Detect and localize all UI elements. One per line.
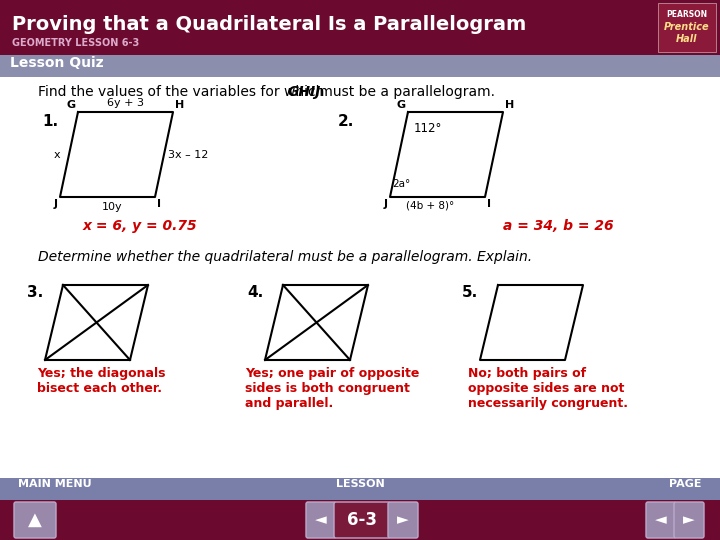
Text: ►: ► <box>683 512 695 528</box>
Text: Find the values of the variables for which: Find the values of the variables for whi… <box>38 85 329 99</box>
FancyBboxPatch shape <box>0 478 720 500</box>
FancyBboxPatch shape <box>306 502 336 538</box>
Text: 112°: 112° <box>414 122 442 135</box>
Text: PAGE: PAGE <box>670 479 702 489</box>
Text: G: G <box>67 100 76 110</box>
Text: Lesson Quiz: Lesson Quiz <box>10 56 104 70</box>
FancyBboxPatch shape <box>14 502 56 538</box>
Text: x = 6, y = 0.75: x = 6, y = 0.75 <box>83 219 197 233</box>
Text: I: I <box>157 199 161 209</box>
Text: 4.: 4. <box>247 285 264 300</box>
Text: Yes; the diagonals
bisect each other.: Yes; the diagonals bisect each other. <box>37 367 166 395</box>
Text: x: x <box>54 150 60 159</box>
Text: LESSON: LESSON <box>336 479 384 489</box>
FancyBboxPatch shape <box>646 502 676 538</box>
Text: 10y: 10y <box>102 202 123 212</box>
Text: Proving that a Quadrilateral Is a Parallelogram: Proving that a Quadrilateral Is a Parall… <box>12 15 526 34</box>
FancyBboxPatch shape <box>0 55 720 77</box>
Text: 3.: 3. <box>27 285 43 300</box>
Text: 6-3: 6-3 <box>347 511 377 529</box>
Text: Hall: Hall <box>676 34 698 44</box>
Text: G: G <box>397 100 406 110</box>
FancyBboxPatch shape <box>0 500 720 540</box>
Text: 2.: 2. <box>338 114 354 129</box>
Text: must be a parallelogram.: must be a parallelogram. <box>315 85 495 99</box>
Text: ▲: ▲ <box>28 511 42 529</box>
Text: Yes; one pair of opposite
sides is both congruent
and parallel.: Yes; one pair of opposite sides is both … <box>245 367 419 410</box>
Text: No; both pairs of
opposite sides are not
necessarily congruent.: No; both pairs of opposite sides are not… <box>468 367 628 410</box>
Text: H: H <box>505 100 514 110</box>
Text: 3x – 12: 3x – 12 <box>168 150 208 159</box>
Text: (4b + 8)°: (4b + 8)° <box>406 200 454 210</box>
Text: a = 34, b = 26: a = 34, b = 26 <box>503 219 613 233</box>
Text: I: I <box>487 199 491 209</box>
Text: ►: ► <box>397 512 409 528</box>
FancyBboxPatch shape <box>674 502 704 538</box>
Text: 6y + 3: 6y + 3 <box>107 98 144 108</box>
Text: PEARSON: PEARSON <box>667 10 708 19</box>
Text: ◄: ◄ <box>315 512 327 528</box>
FancyBboxPatch shape <box>658 3 716 52</box>
Text: 1.: 1. <box>42 114 58 129</box>
Text: H: H <box>175 100 184 110</box>
Text: J: J <box>384 199 388 209</box>
Text: Determine whether the quadrilateral must be a parallelogram. Explain.: Determine whether the quadrilateral must… <box>38 250 532 264</box>
Text: Prentice: Prentice <box>664 22 710 32</box>
Text: 5.: 5. <box>462 285 478 300</box>
Text: GHIJ: GHIJ <box>287 85 320 99</box>
Text: MAIN MENU: MAIN MENU <box>18 479 91 489</box>
Text: 2a°: 2a° <box>392 179 410 189</box>
Text: GEOMETRY LESSON 6-3: GEOMETRY LESSON 6-3 <box>12 38 139 48</box>
Text: ◄: ◄ <box>655 512 667 528</box>
Text: J: J <box>54 199 58 209</box>
FancyBboxPatch shape <box>334 502 390 538</box>
FancyBboxPatch shape <box>388 502 418 538</box>
FancyBboxPatch shape <box>0 0 720 55</box>
